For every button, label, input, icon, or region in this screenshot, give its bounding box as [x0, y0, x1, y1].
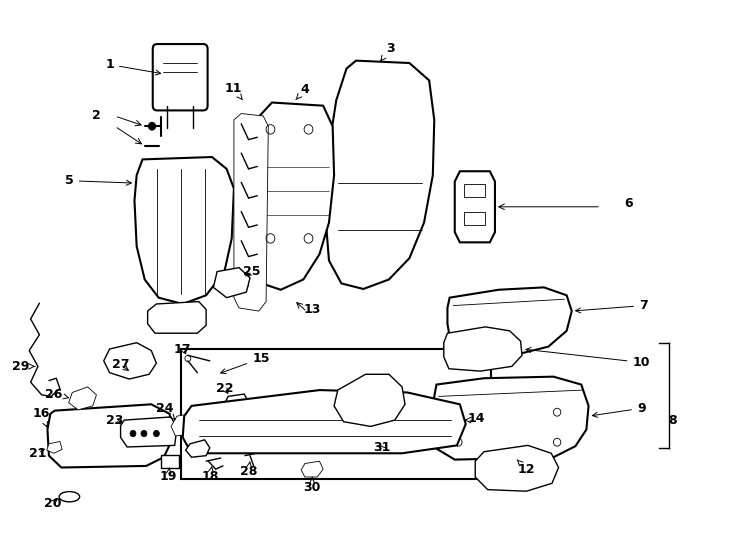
Text: 14: 14 [468, 412, 485, 425]
Text: 6: 6 [625, 197, 633, 210]
Text: 18: 18 [201, 467, 219, 483]
Text: 3: 3 [381, 42, 395, 60]
Polygon shape [214, 268, 250, 298]
Polygon shape [234, 113, 269, 311]
Ellipse shape [59, 491, 79, 502]
Text: 13: 13 [303, 303, 321, 316]
Text: 21: 21 [29, 447, 47, 460]
Text: 4: 4 [296, 83, 309, 100]
Text: 5: 5 [65, 174, 131, 187]
Polygon shape [148, 302, 206, 333]
Polygon shape [325, 60, 435, 289]
Polygon shape [448, 287, 572, 355]
Polygon shape [455, 171, 495, 242]
Text: 20: 20 [44, 497, 62, 510]
Text: 31: 31 [373, 441, 390, 454]
Polygon shape [103, 343, 156, 379]
Text: 7: 7 [575, 299, 648, 313]
Text: 17: 17 [174, 342, 192, 355]
Text: 22: 22 [216, 382, 233, 395]
Text: 16: 16 [33, 407, 51, 427]
Text: 29: 29 [12, 360, 29, 373]
Text: 10: 10 [526, 348, 650, 369]
Bar [464, 212, 485, 225]
Text: 30: 30 [303, 478, 321, 494]
FancyBboxPatch shape [153, 44, 208, 110]
Circle shape [148, 122, 156, 130]
Text: 28: 28 [240, 462, 257, 478]
Polygon shape [245, 103, 334, 290]
Polygon shape [134, 157, 234, 304]
Text: 23: 23 [106, 414, 123, 427]
Circle shape [130, 430, 136, 437]
Text: 12: 12 [517, 460, 535, 476]
Bar [161, 455, 179, 468]
Polygon shape [69, 387, 96, 410]
Polygon shape [433, 377, 589, 460]
Text: 19: 19 [159, 468, 177, 483]
Text: 26: 26 [46, 388, 68, 401]
Bar [181, 349, 491, 480]
Polygon shape [120, 417, 177, 447]
Text: 9: 9 [592, 402, 645, 417]
Polygon shape [171, 414, 195, 436]
Text: 24: 24 [156, 402, 175, 420]
Polygon shape [48, 404, 173, 468]
Circle shape [141, 430, 147, 437]
Polygon shape [301, 461, 323, 477]
Text: 1: 1 [105, 58, 161, 75]
Bar [464, 184, 485, 197]
Polygon shape [225, 394, 249, 412]
Text: 2: 2 [92, 110, 101, 123]
Text: 8: 8 [669, 414, 677, 427]
Text: 25: 25 [244, 265, 261, 278]
Polygon shape [363, 434, 388, 451]
Text: 11: 11 [225, 82, 242, 100]
Polygon shape [186, 440, 210, 457]
Polygon shape [47, 441, 62, 453]
Circle shape [153, 430, 159, 437]
Text: 15: 15 [221, 352, 269, 374]
Polygon shape [475, 446, 559, 491]
Text: 27: 27 [112, 359, 129, 372]
Polygon shape [444, 327, 522, 371]
Polygon shape [183, 390, 465, 453]
Polygon shape [334, 374, 405, 427]
